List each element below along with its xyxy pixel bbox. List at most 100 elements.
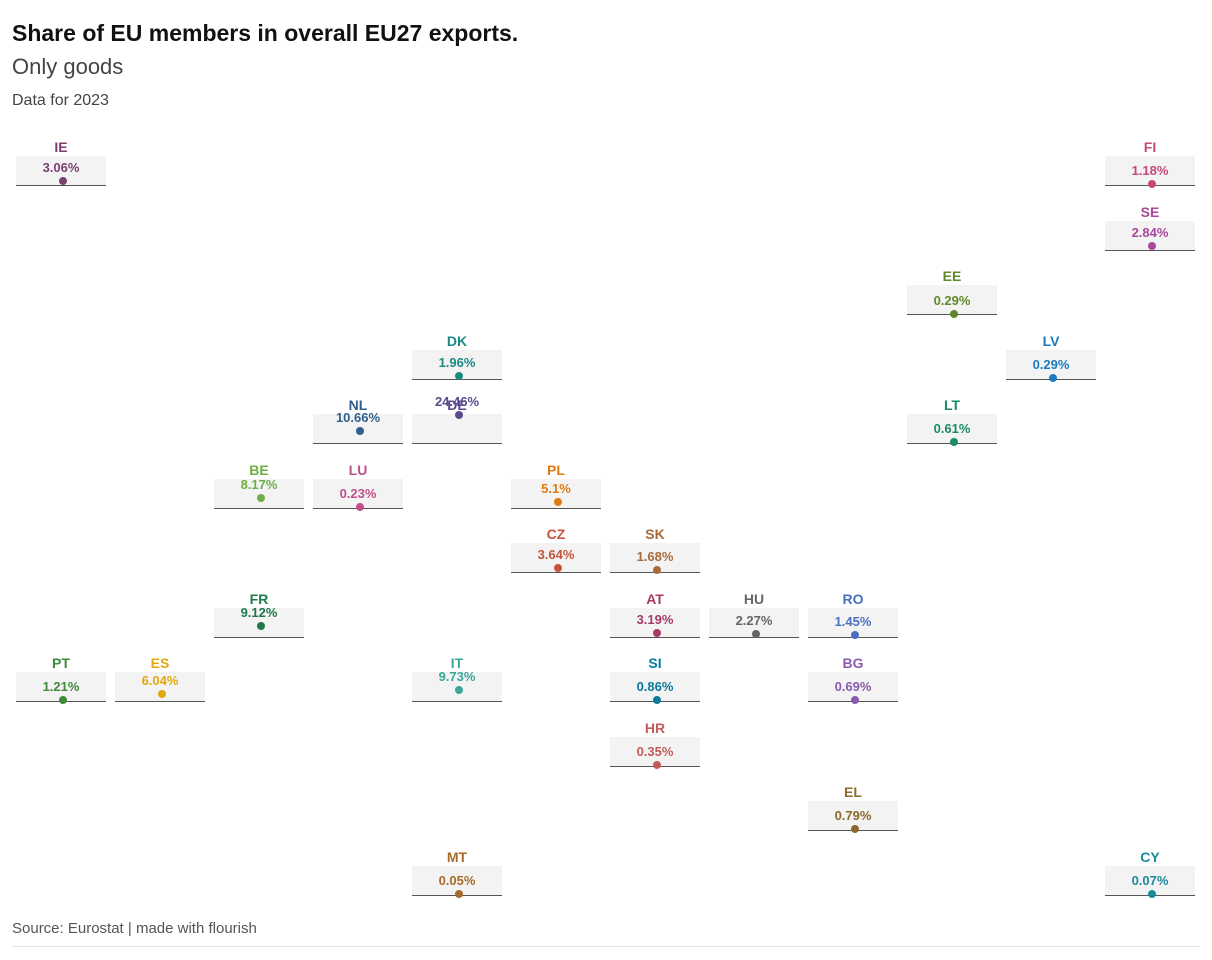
value-dot bbox=[158, 689, 166, 698]
value-dot bbox=[59, 695, 67, 704]
value-label: 0.05% bbox=[438, 873, 476, 889]
value-dot bbox=[356, 503, 364, 512]
value-label: 1.68% bbox=[636, 549, 674, 565]
value-dot bbox=[1148, 890, 1156, 899]
country-code-label: LV bbox=[1042, 332, 1060, 349]
value-label: 0.61% bbox=[933, 421, 971, 437]
country-code-label: IT bbox=[450, 655, 464, 671]
country-tile-es[interactable]: ES 6.04% bbox=[115, 647, 205, 712]
country-tile-lv[interactable]: LV 0.29% bbox=[1006, 325, 1096, 390]
country-tile-ro[interactable]: RO 1.45% bbox=[808, 583, 898, 648]
value-label: 3.19% bbox=[636, 611, 674, 627]
country-code-label: PT bbox=[52, 655, 70, 671]
country-code-label: EL bbox=[844, 784, 862, 800]
country-code-label: IE bbox=[54, 139, 68, 155]
country-tile-si[interactable]: SI 0.86% bbox=[610, 647, 700, 712]
country-tile-se[interactable]: SE 2.84% bbox=[1105, 196, 1195, 261]
country-code-label: SK bbox=[645, 526, 665, 542]
value-label: 9.73% bbox=[438, 668, 476, 684]
country-code-label: RO bbox=[842, 590, 864, 607]
country-tile-lu[interactable]: LU 0.23% bbox=[313, 454, 403, 519]
value-dot bbox=[653, 566, 661, 575]
value-dot bbox=[653, 628, 661, 637]
country-code-label: BG bbox=[842, 655, 864, 671]
country-tile-pl[interactable]: PL 5.1% bbox=[511, 454, 601, 519]
value-box bbox=[214, 478, 304, 509]
country-code-label: DK bbox=[446, 332, 468, 349]
country-tile-cz[interactable]: CZ 3.64% bbox=[511, 518, 601, 583]
value-dot bbox=[1049, 374, 1057, 383]
value-dot bbox=[455, 890, 463, 899]
country-code-label: SE bbox=[1140, 203, 1160, 220]
value-label: 6.04% bbox=[141, 672, 179, 688]
country-tile-at[interactable]: AT 3.19% bbox=[610, 583, 700, 648]
value-dot bbox=[752, 629, 760, 638]
footer-divider bbox=[12, 946, 1200, 947]
country-code-label: MT bbox=[446, 848, 468, 865]
country-tile-el[interactable]: EL 0.79% bbox=[808, 776, 898, 841]
value-label: 24.46% bbox=[434, 393, 480, 409]
country-tile-hu[interactable]: HU 2.27% bbox=[709, 583, 799, 648]
country-tile-mt[interactable]: MT 0.05% bbox=[412, 841, 502, 906]
country-tile-ee[interactable]: EE 0.29% bbox=[907, 260, 997, 325]
country-code-label: CZ bbox=[546, 526, 566, 542]
value-dot bbox=[356, 426, 364, 435]
country-code-label: NL bbox=[348, 397, 368, 413]
country-code-label: LU bbox=[348, 461, 368, 478]
value-dot bbox=[257, 621, 265, 630]
value-label: 0.29% bbox=[1032, 357, 1070, 373]
value-label: 0.29% bbox=[933, 292, 971, 308]
country-code-label: EE bbox=[942, 268, 962, 284]
value-box bbox=[313, 414, 403, 444]
value-label: 1.18% bbox=[1131, 162, 1169, 178]
country-tile-pt[interactable]: PT 1.21% bbox=[16, 647, 106, 712]
source-note: Source: Eurostat | made with flourish bbox=[12, 920, 257, 937]
country-tile-fi[interactable]: FI 1.18% bbox=[1105, 131, 1195, 196]
country-tile-it[interactable]: IT 9.73% bbox=[412, 647, 502, 712]
value-dot bbox=[1148, 179, 1156, 188]
country-tile-cy[interactable]: CY 0.07% bbox=[1105, 841, 1195, 906]
country-tile-ie[interactable]: IE 3.06% bbox=[16, 131, 106, 196]
country-code-label: DE bbox=[447, 397, 467, 413]
country-tile-lt[interactable]: LT 0.61% bbox=[907, 389, 997, 454]
value-label: 0.69% bbox=[834, 679, 872, 695]
data-year-note: Data for 2023 bbox=[12, 92, 109, 109]
country-tile-sk[interactable]: SK 1.68% bbox=[610, 518, 700, 583]
value-dot bbox=[653, 696, 661, 704]
value-dot bbox=[257, 494, 265, 503]
value-dot bbox=[554, 497, 562, 506]
country-tile-bg[interactable]: BG 0.69% bbox=[808, 647, 898, 712]
value-label: 1.21% bbox=[42, 678, 80, 694]
value-label: 0.35% bbox=[636, 744, 674, 760]
country-tile-be[interactable]: BE 8.17% bbox=[214, 454, 304, 519]
country-code-label: PL bbox=[547, 461, 565, 478]
value-dot bbox=[455, 685, 463, 694]
value-label: 8.17% bbox=[240, 477, 278, 493]
chart-title: Share of EU members in overall EU27 expo… bbox=[12, 20, 519, 46]
value-dot bbox=[1148, 242, 1156, 251]
country-code-label: HR bbox=[644, 719, 666, 736]
value-dot bbox=[851, 825, 859, 834]
value-label: 0.07% bbox=[1131, 873, 1169, 889]
value-label: 2.27% bbox=[735, 612, 773, 628]
country-tile-nl[interactable]: NL 10.66% bbox=[313, 389, 403, 454]
value-label: 2.84% bbox=[1131, 225, 1169, 241]
value-label: 1.96% bbox=[438, 355, 476, 371]
country-tile-fr[interactable]: FR 9.12% bbox=[214, 583, 304, 648]
value-label: 1.45% bbox=[834, 613, 872, 629]
value-label: 0.79% bbox=[834, 808, 872, 824]
country-tile-hr[interactable]: HR 0.35% bbox=[610, 712, 700, 777]
value-label: 9.12% bbox=[240, 604, 278, 620]
country-tile-de[interactable]: DE 24.46% bbox=[412, 389, 502, 454]
value-dot bbox=[851, 696, 859, 705]
value-label: 0.23% bbox=[339, 486, 377, 502]
country-code-label: AT bbox=[646, 590, 664, 607]
country-code-label: LT bbox=[943, 397, 961, 413]
value-box bbox=[412, 414, 502, 444]
value-label: 5.1% bbox=[541, 480, 571, 496]
value-dot bbox=[851, 630, 859, 639]
country-code-label: HU bbox=[743, 590, 765, 607]
value-label: 10.66% bbox=[335, 409, 381, 425]
country-tile-dk[interactable]: DK 1.96% bbox=[412, 325, 502, 390]
